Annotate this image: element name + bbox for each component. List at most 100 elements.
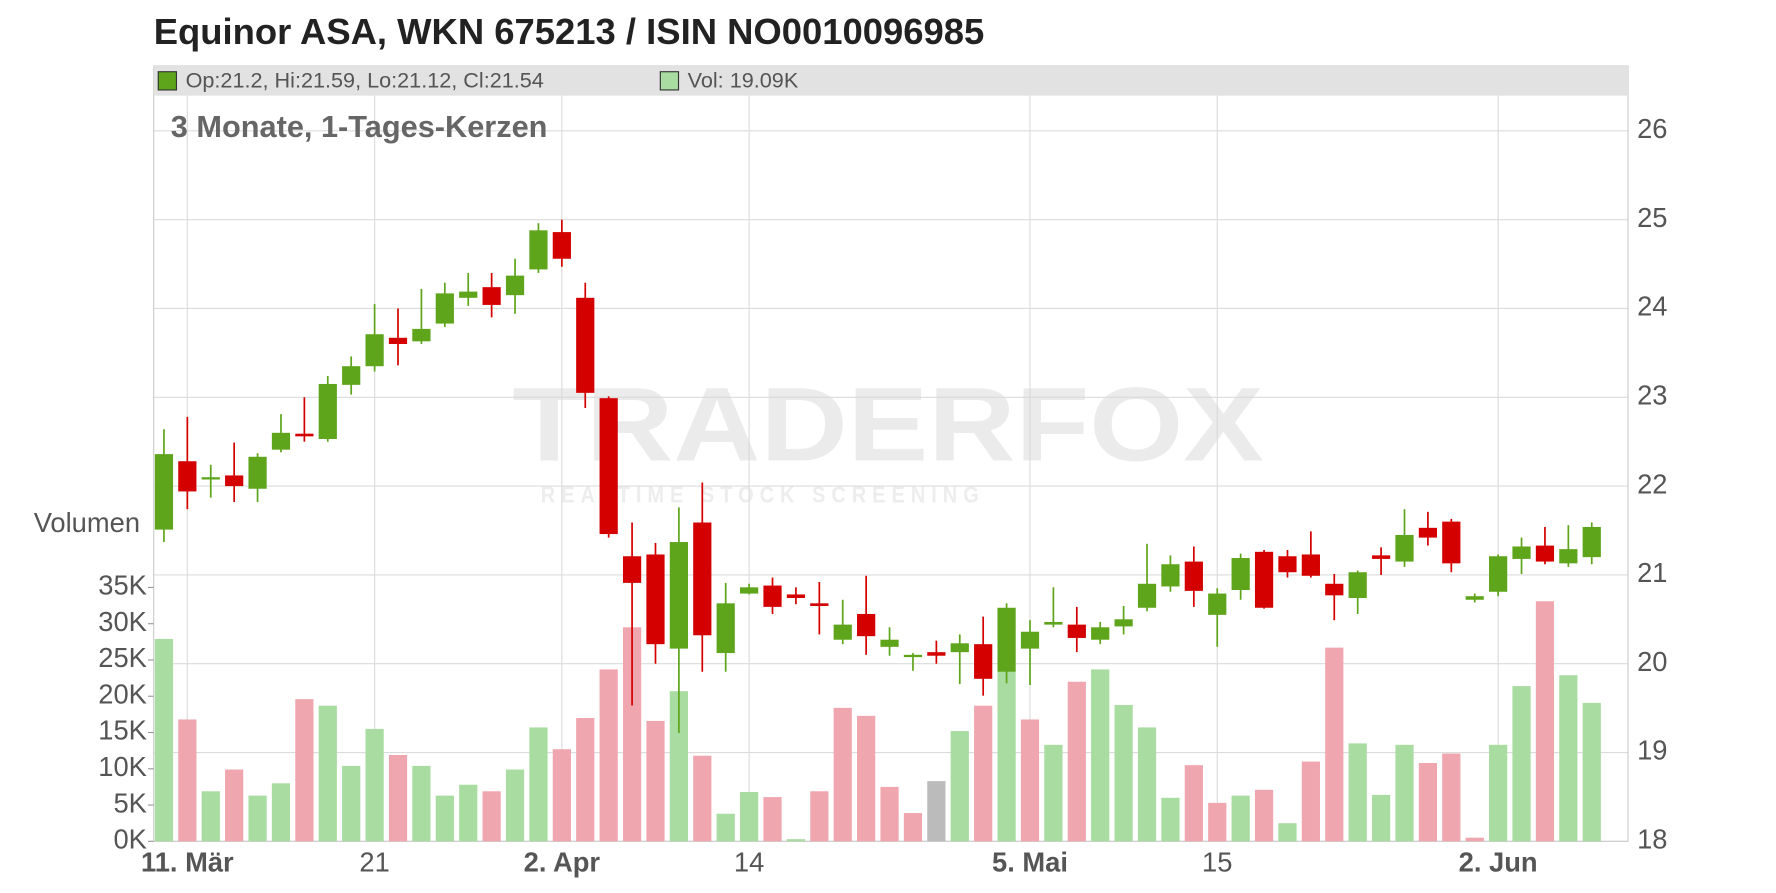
candle-body xyxy=(1184,561,1203,591)
x-tick-label: 2. Apr xyxy=(524,846,601,877)
candle-body xyxy=(388,337,408,344)
candle-body xyxy=(927,652,946,656)
volume-bar xyxy=(1161,797,1180,842)
volume-bar xyxy=(178,719,197,842)
volume-bar xyxy=(786,839,806,842)
watermark-brand: TRADERFOX xyxy=(512,366,1263,483)
candle-body xyxy=(716,603,735,654)
candle-body xyxy=(1442,521,1461,564)
volume-bar xyxy=(833,707,852,842)
candle-body xyxy=(318,383,337,440)
y-tick-label: 19 xyxy=(1637,735,1667,766)
y-tick-label: 20 xyxy=(1637,646,1667,677)
volume-bar xyxy=(482,791,501,842)
candle-body xyxy=(1395,534,1414,562)
candle-body xyxy=(646,554,665,645)
candle-body xyxy=(1489,556,1508,592)
volume-bar xyxy=(1231,795,1250,842)
volume-bar xyxy=(1465,837,1484,842)
volume-bar xyxy=(1184,765,1203,842)
volume-bar xyxy=(1371,794,1391,842)
candle-body xyxy=(1535,545,1555,562)
volume-bar xyxy=(201,791,220,842)
candle-body xyxy=(1020,631,1040,649)
volume-bar xyxy=(1208,802,1227,842)
volume-bar xyxy=(669,691,688,842)
x-tick-label: 2. Jun xyxy=(1459,846,1538,877)
legend-swatch xyxy=(157,71,178,91)
volume-tick-label: 25K xyxy=(98,642,147,673)
candle-body xyxy=(365,334,384,367)
volume-axis-label: Volumen xyxy=(34,507,140,538)
volume-tick-label: 10K xyxy=(98,751,147,782)
candle-body xyxy=(1325,583,1344,596)
volume-bar xyxy=(810,791,829,842)
volume-bar xyxy=(693,755,712,842)
candle-body xyxy=(599,398,618,535)
candle-body xyxy=(435,293,454,324)
volume-bar xyxy=(295,699,314,842)
x-tick-label: 5. Mai xyxy=(992,846,1068,877)
volume-tick-label: 35K xyxy=(98,570,147,601)
candle-body xyxy=(529,230,548,270)
candle-body xyxy=(669,542,688,649)
volume-bar xyxy=(365,728,384,842)
candle-body xyxy=(997,607,1016,672)
candle-body xyxy=(552,232,571,259)
volume-bar xyxy=(599,669,618,842)
legend-volume: Vol: 19.09K xyxy=(688,68,799,93)
volume-bar xyxy=(740,791,759,842)
x-tick-label: 14 xyxy=(734,846,764,877)
volume-bar xyxy=(459,784,478,842)
volume-bar xyxy=(248,795,267,842)
chart-subtitle: 3 Monate, 1-Tages-Kerzen xyxy=(171,109,548,144)
volume-bar xyxy=(1559,675,1578,842)
volume-bar xyxy=(997,670,1016,842)
volume-bar xyxy=(716,813,735,842)
volume-tick-label: 5K xyxy=(113,787,146,818)
candle-body xyxy=(1418,527,1438,538)
legend-swatch xyxy=(659,71,680,91)
y-tick-label: 24 xyxy=(1637,291,1667,322)
candle-body xyxy=(950,643,969,653)
volume-bar xyxy=(1582,702,1601,842)
candle-body xyxy=(1371,555,1391,559)
volume-bar xyxy=(1091,669,1110,842)
candle-body xyxy=(974,644,993,679)
volume-bar xyxy=(388,755,408,842)
candle-body xyxy=(248,456,267,489)
x-tick-label: 21 xyxy=(359,846,389,877)
volume-bar xyxy=(857,715,876,842)
candle-body xyxy=(810,603,829,606)
x-tick-label: 11. Mär xyxy=(141,846,234,877)
volume-bar xyxy=(1278,823,1297,842)
volume-bar xyxy=(903,813,923,842)
y-tick-label: 26 xyxy=(1637,113,1667,144)
volume-bar xyxy=(1020,719,1040,842)
candle-body xyxy=(459,291,478,298)
candle-body xyxy=(622,556,642,583)
volume-tick-label: 15K xyxy=(98,715,147,746)
volume-bar xyxy=(1114,704,1133,842)
volume-bar xyxy=(1512,686,1531,842)
x-tick-label: 15 xyxy=(1202,846,1232,877)
volume-bar xyxy=(505,769,525,842)
candle-body xyxy=(225,475,244,487)
y-tick-label: 23 xyxy=(1637,380,1667,411)
volume-bar xyxy=(927,781,946,842)
candle-body xyxy=(693,522,712,636)
volume-bar xyxy=(412,765,431,842)
volume-bar xyxy=(576,718,595,842)
volume-bar xyxy=(1418,762,1438,842)
candle-body xyxy=(1465,596,1484,600)
candle-body xyxy=(271,432,291,450)
volume-bar xyxy=(271,783,291,842)
volume-bar xyxy=(1489,744,1508,842)
candle-body xyxy=(740,587,759,594)
volume-bar xyxy=(646,720,665,842)
candle-body xyxy=(1348,572,1367,598)
volume-bar xyxy=(622,627,642,842)
volume-bar xyxy=(1067,681,1086,842)
chart-title: Equinor ASA, WKN 675213 / ISIN NO0010096… xyxy=(154,11,985,52)
candle-body xyxy=(763,585,782,607)
